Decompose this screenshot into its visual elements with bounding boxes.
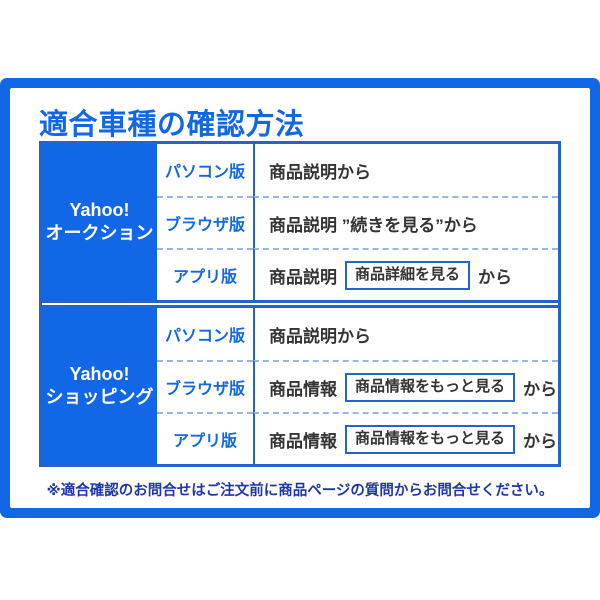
page-title: 適合車種の確認方法 (39, 109, 305, 141)
platform-cell-pc: パソコン版 (164, 164, 245, 181)
blue-frame: 適合車種の確認方法 Yahoo! オークション パソコン版 商品説明から ブラウ… (0, 78, 600, 518)
platform-cell-browser: ブラウザ版 (157, 196, 253, 248)
method-cell: 商品情報 商品情報をもっと見る から (253, 360, 558, 412)
platform-cell-browser: ブラウザ版 (157, 360, 253, 412)
method-text: 商品説明から (269, 162, 371, 182)
method-cell: 商品説明 ”続きを見る”から (253, 196, 558, 248)
service-cell-yahoo-shopping: Yahoo! ショッピング (42, 308, 157, 464)
service-cell-yahoo-auction: Yahoo! オークション (42, 144, 157, 300)
platform-cell-app: アプリ版 (157, 248, 253, 300)
platform-cell-app: アプリ版 (157, 412, 253, 464)
service-name-line2: オークション (45, 223, 154, 243)
platform-cell-pc: パソコン版 (164, 328, 245, 345)
method-text-after: から (523, 431, 558, 451)
method-text-before: 商品説明 (269, 267, 337, 287)
table-group-yahoo-shopping: Yahoo! ショッピング パソコン版 商品説明から ブラウザ版 商品情報 商品… (42, 308, 558, 464)
compatibility-table: Yahoo! オークション パソコン版 商品説明から ブラウザ版 商品説明 ”続… (39, 141, 561, 467)
method-text: 商品説明 ”続きを見る”から (269, 215, 478, 235)
method-cell: 商品説明から (253, 144, 558, 196)
method-text-before: 商品情報 (269, 379, 337, 399)
method-cell: 商品説明 商品詳細を見る から (253, 248, 558, 300)
method-text-after: から (478, 267, 513, 287)
group-divider (42, 300, 558, 308)
service-name-line2: ショッピング (45, 387, 154, 407)
content-area: 適合車種の確認方法 Yahoo! オークション パソコン版 商品説明から ブラウ… (10, 88, 590, 508)
method-cell: 商品説明から (253, 308, 558, 360)
service-name-line1: Yahoo! (69, 363, 130, 384)
method-text-after: から (523, 379, 558, 399)
view-more-product-info-button[interactable]: 商品情報をもっと見る (345, 424, 516, 454)
service-name-line1: Yahoo! (69, 199, 130, 220)
view-product-detail-button[interactable]: 商品詳細を見る (345, 260, 471, 290)
method-text: 商品説明から (269, 326, 371, 346)
view-more-product-info-button[interactable]: 商品情報をもっと見る (345, 372, 516, 402)
method-text-before: 商品情報 (269, 431, 337, 451)
method-cell: 商品情報 商品情報をもっと見る から (253, 412, 558, 464)
footnote: ※適合確認のお問合せはご注文前に商品ページの質問からお問合せください。 (46, 483, 554, 499)
table-group-yahoo-auction: Yahoo! オークション パソコン版 商品説明から ブラウザ版 商品説明 ”続… (42, 144, 558, 300)
